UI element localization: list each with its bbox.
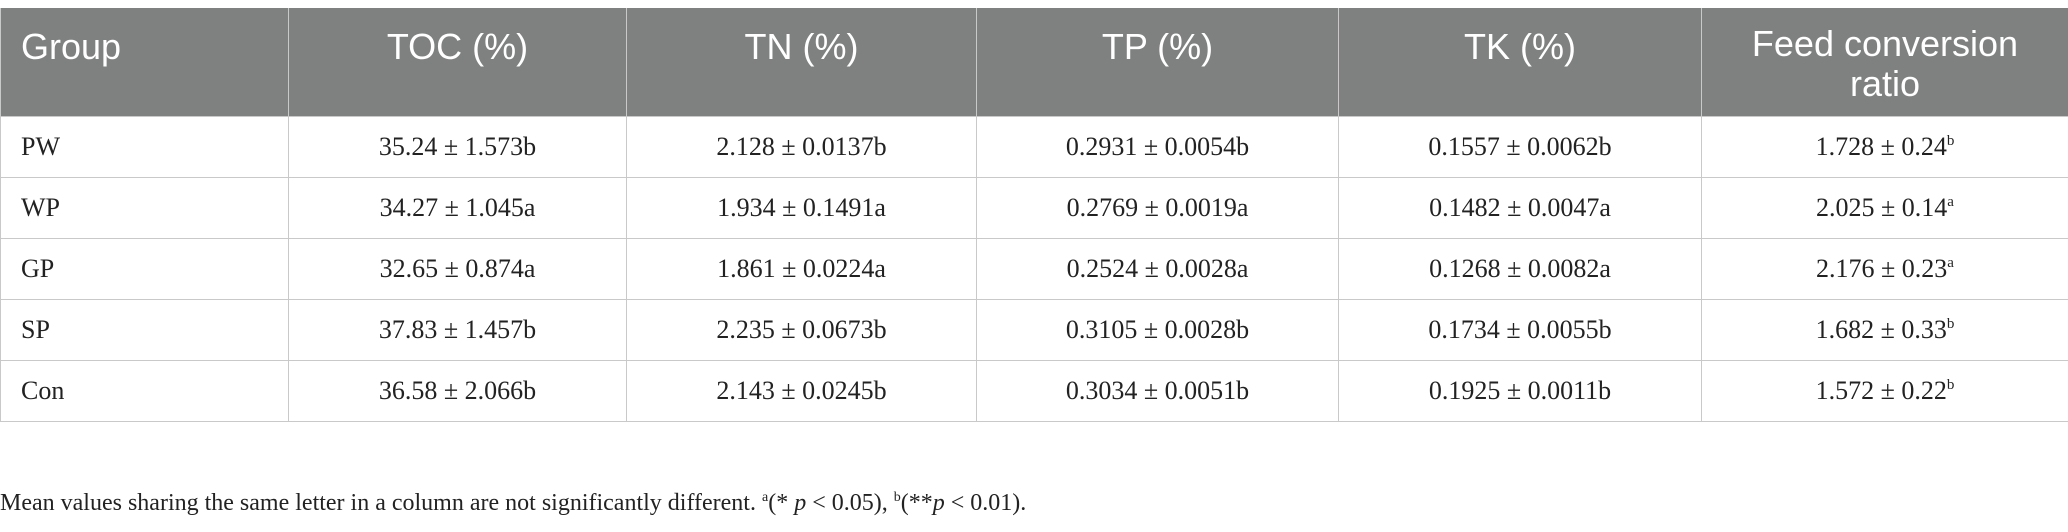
footnote-text: Mean values sharing the same letter in a… [0, 490, 762, 516]
table-row: SP 37.83 ± 1.457b 2.235 ± 0.0673b 0.3105… [0, 298, 2068, 361]
header-tk: TK (%) [1338, 8, 1702, 116]
cell-tn: 1.861 ± 0.0224a [626, 237, 977, 300]
cell-toc: 32.65 ± 0.874a [288, 237, 627, 300]
cell-tk: 0.1557 ± 0.0062b [1338, 115, 1702, 178]
data-table: Group TOC (%) TN (%) TP (%) TK (%) Feed … [0, 8, 2068, 422]
cell-toc: 37.83 ± 1.457b [288, 298, 627, 361]
fcr-value: 2.176 ± 0.23 [1816, 253, 1948, 283]
footnote-sup-a: a [761, 490, 769, 505]
cell-fcr: 1.572 ± 0.22b [1701, 359, 2068, 422]
cell-group: PW [0, 115, 289, 178]
footnote-part-a: (* [768, 490, 795, 516]
table-footnote: Mean values sharing the same letter in a… [0, 490, 1026, 517]
cell-group: Con [0, 359, 289, 422]
fcr-significance-letter: b [1946, 315, 1955, 332]
cell-tp: 0.3034 ± 0.0051b [976, 359, 1339, 422]
cell-tn: 1.934 ± 0.1491a [626, 176, 977, 239]
cell-fcr: 1.682 ± 0.33b [1701, 298, 2068, 361]
header-tp: TP (%) [976, 8, 1339, 116]
cell-tn: 2.143 ± 0.0245b [626, 359, 977, 422]
cell-tp: 0.2524 ± 0.0028a [976, 237, 1339, 300]
header-feed-conversion-ratio: Feed conversion ratio [1701, 8, 2068, 116]
fcr-significance-letter: b [1946, 376, 1955, 393]
table-row: PW 35.24 ± 1.573b 2.128 ± 0.0137b 0.2931… [0, 115, 2068, 178]
cell-group: WP [0, 176, 289, 239]
cell-tp: 0.2931 ± 0.0054b [976, 115, 1339, 178]
fcr-value: 1.682 ± 0.33 [1815, 314, 1947, 344]
cell-group: GP [0, 237, 289, 300]
footnote-p-symbol: p [932, 490, 945, 516]
fcr-significance-letter: a [1947, 193, 1954, 210]
footnote-part-b: (** [900, 490, 933, 516]
header-group: Group [0, 8, 289, 116]
cell-tp: 0.2769 ± 0.0019a [976, 176, 1339, 239]
cell-toc: 34.27 ± 1.045a [288, 176, 627, 239]
data-table-container: Group TOC (%) TN (%) TP (%) TK (%) Feed … [0, 8, 2068, 422]
fcr-significance-letter: b [1946, 132, 1955, 149]
cell-tp: 0.3105 ± 0.0028b [976, 298, 1339, 361]
footnote-part-a-end: < 0.05), [806, 490, 894, 516]
fcr-value: 2.025 ± 0.14 [1816, 192, 1948, 222]
cell-tk: 0.1482 ± 0.0047a [1338, 176, 1702, 239]
cell-tn: 2.235 ± 0.0673b [626, 298, 977, 361]
cell-toc: 35.24 ± 1.573b [288, 115, 627, 178]
cell-tk: 0.1925 ± 0.0011b [1338, 359, 1702, 422]
cell-tk: 0.1734 ± 0.0055b [1338, 298, 1702, 361]
table-row: Con 36.58 ± 2.066b 2.143 ± 0.0245b 0.303… [0, 359, 2068, 422]
fcr-significance-letter: a [1947, 254, 1954, 271]
fcr-value: 1.728 ± 0.24 [1815, 131, 1947, 161]
cell-toc: 36.58 ± 2.066b [288, 359, 627, 422]
cell-group: SP [0, 298, 289, 361]
table-body: PW 35.24 ± 1.573b 2.128 ± 0.0137b 0.2931… [0, 115, 2068, 422]
header-row: Group TOC (%) TN (%) TP (%) TK (%) Feed … [0, 8, 2068, 116]
fcr-value: 1.572 ± 0.22 [1815, 375, 1947, 405]
cell-fcr: 2.025 ± 0.14a [1701, 176, 2068, 239]
cell-fcr: 2.176 ± 0.23a [1701, 237, 2068, 300]
table-row: GP 32.65 ± 0.874a 1.861 ± 0.0224a 0.2524… [0, 237, 2068, 300]
table-row: WP 34.27 ± 1.045a 1.934 ± 0.1491a 0.2769… [0, 176, 2068, 239]
cell-tn: 2.128 ± 0.0137b [626, 115, 977, 178]
header-tn: TN (%) [626, 8, 977, 116]
table-header: Group TOC (%) TN (%) TP (%) TK (%) Feed … [0, 8, 2068, 116]
cell-fcr: 1.728 ± 0.24b [1701, 115, 2068, 178]
header-toc: TOC (%) [288, 8, 627, 116]
footnote-p-symbol: p [794, 490, 807, 516]
footnote-sup-b: b [893, 490, 901, 505]
cell-tk: 0.1268 ± 0.0082a [1338, 237, 1702, 300]
footnote-part-b-end: < 0.01). [944, 490, 1027, 516]
